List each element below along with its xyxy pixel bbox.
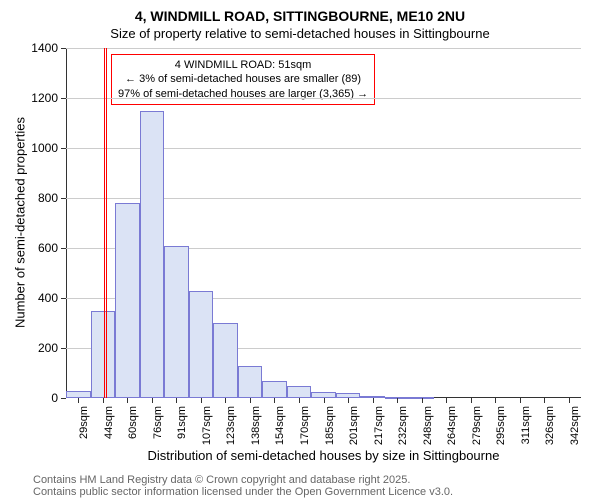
marker-line xyxy=(104,48,105,398)
xtick-label: 76sqm xyxy=(152,406,164,456)
histogram-bar xyxy=(189,291,214,399)
xtick-mark xyxy=(225,398,226,403)
ytick-mark xyxy=(61,148,66,149)
xtick-label: 326sqm xyxy=(544,406,556,456)
histogram-bar xyxy=(213,323,238,398)
xtick-mark xyxy=(324,398,325,403)
histogram-bar xyxy=(287,386,312,399)
footer-line2: Contains public sector information licen… xyxy=(33,486,453,498)
ytick-label: 600 xyxy=(24,241,58,255)
ytick-label: 1000 xyxy=(24,141,58,155)
ytick-mark xyxy=(61,198,66,199)
xtick-mark xyxy=(152,398,153,403)
xtick-mark xyxy=(495,398,496,403)
xtick-label: 123sqm xyxy=(225,406,237,456)
xtick-label: 60sqm xyxy=(127,406,139,456)
chart-title-main: 4, WINDMILL ROAD, SITTINGBOURNE, ME10 2N… xyxy=(0,0,600,24)
footer-line1: Contains HM Land Registry data © Crown c… xyxy=(33,474,410,486)
histogram-bar xyxy=(238,366,263,399)
xtick-mark xyxy=(201,398,202,403)
ytick-label: 0 xyxy=(24,391,58,405)
xtick-label: 264sqm xyxy=(446,406,458,456)
xtick-mark xyxy=(250,398,251,403)
xtick-mark xyxy=(373,398,374,403)
histogram-bar xyxy=(66,391,91,399)
xtick-label: 44sqm xyxy=(103,406,115,456)
xtick-mark xyxy=(446,398,447,403)
xtick-label: 107sqm xyxy=(201,406,213,456)
xtick-mark xyxy=(103,398,104,403)
xtick-mark xyxy=(520,398,521,403)
histogram-bar xyxy=(164,246,189,399)
ytick-label: 1200 xyxy=(24,91,58,105)
histogram-bar xyxy=(140,111,165,399)
gridline xyxy=(66,98,581,99)
xtick-label: 232sqm xyxy=(397,406,409,456)
gridline xyxy=(66,48,581,49)
ytick-mark xyxy=(61,348,66,349)
xtick-mark xyxy=(348,398,349,403)
ytick-mark xyxy=(61,398,66,399)
chart-container: 4, WINDMILL ROAD, SITTINGBOURNE, ME10 2N… xyxy=(0,0,600,500)
xtick-label: 91sqm xyxy=(176,406,188,456)
chart-title-sub: Size of property relative to semi-detach… xyxy=(0,24,600,41)
xtick-label: 217sqm xyxy=(373,406,385,456)
xtick-label: 279sqm xyxy=(471,406,483,456)
xtick-label: 29sqm xyxy=(78,406,90,456)
xtick-mark xyxy=(422,398,423,403)
xtick-label: 311sqm xyxy=(520,406,532,456)
ytick-mark xyxy=(61,248,66,249)
xtick-label: 154sqm xyxy=(274,406,286,456)
xtick-mark xyxy=(569,398,570,403)
xtick-mark xyxy=(544,398,545,403)
y-axis-label: Number of semi-detached properties xyxy=(13,103,28,343)
legend-line2: ← 3% of semi-detached houses are smaller… xyxy=(118,72,368,86)
ytick-label: 1400 xyxy=(24,41,58,55)
ytick-label: 200 xyxy=(24,341,58,355)
xtick-label: 201sqm xyxy=(348,406,360,456)
ytick-label: 800 xyxy=(24,191,58,205)
histogram-bar xyxy=(262,381,287,399)
ytick-mark xyxy=(61,298,66,299)
xtick-mark xyxy=(78,398,79,403)
xtick-label: 248sqm xyxy=(422,406,434,456)
xtick-label: 342sqm xyxy=(569,406,581,456)
legend-line1: 4 WINDMILL ROAD: 51sqm xyxy=(118,58,368,72)
ytick-label: 400 xyxy=(24,291,58,305)
xtick-label: 295sqm xyxy=(495,406,507,456)
histogram-bar xyxy=(115,203,140,398)
xtick-mark xyxy=(299,398,300,403)
marker-line xyxy=(106,48,107,398)
xtick-mark xyxy=(274,398,275,403)
ytick-mark xyxy=(61,48,66,49)
ytick-mark xyxy=(61,98,66,99)
xtick-mark xyxy=(127,398,128,403)
xtick-mark xyxy=(471,398,472,403)
xtick-label: 185sqm xyxy=(324,406,336,456)
xtick-mark xyxy=(176,398,177,403)
xtick-label: 138sqm xyxy=(250,406,262,456)
xtick-label: 170sqm xyxy=(299,406,311,456)
xtick-mark xyxy=(397,398,398,403)
